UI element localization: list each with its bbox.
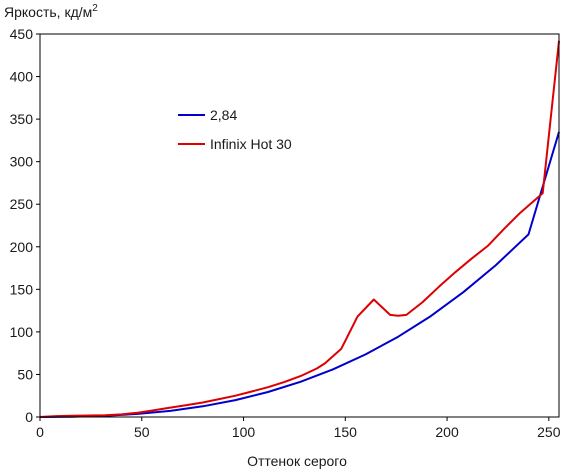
x-tick-label: 50 [134, 424, 150, 440]
y-tick-label: 0 [25, 409, 33, 425]
legend-label: Infinix Hot 30 [210, 136, 292, 152]
y-axis-title: Яркость, кд/м2 [4, 3, 98, 20]
legend: 2,84 Infinix Hot 30 [178, 107, 292, 152]
y-tick-label: 450 [10, 26, 34, 42]
y-tick-label: 300 [10, 154, 34, 170]
y-tick-label: 50 [17, 366, 33, 382]
y-tick-label: 350 [10, 111, 34, 127]
y-tick-label: 400 [10, 69, 34, 85]
ticks-layer: 0 50 100 150 200 250 300 350 400 450 0 50 100 150 200 2… [10, 26, 561, 440]
y-tick-label: 250 [10, 196, 34, 212]
x-tick-label: 150 [334, 424, 358, 440]
y-tick-label: 200 [10, 239, 34, 255]
x-tick-label: 200 [435, 424, 459, 440]
x-axis-title: Оттенок серого [247, 453, 347, 469]
series-layer [39, 40, 560, 418]
y-tick-label: 150 [10, 281, 34, 297]
plot-frame [39, 33, 560, 418]
y-tick-label: 100 [10, 324, 34, 340]
series-line-reference-gamma [39, 131, 560, 418]
y-axis-title-superscript: 2 [92, 3, 98, 14]
x-tick-label: 250 [537, 424, 561, 440]
x-tick-label: 0 [36, 424, 44, 440]
svg-text:Яркость, кд/м2: Яркость, кд/м2 [4, 3, 98, 20]
y-axis-title-text: Яркость, кд/м [4, 4, 92, 20]
axes-layer [39, 33, 560, 418]
series-line-device [39, 40, 560, 418]
x-tick-label: 100 [232, 424, 256, 440]
legend-label: 2,84 [210, 107, 237, 123]
